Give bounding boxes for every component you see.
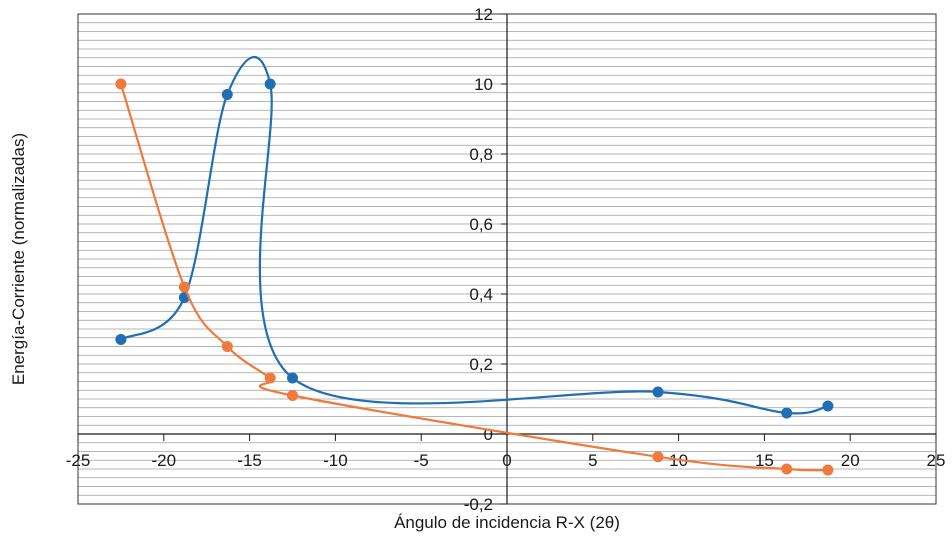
- series-1-point: [264, 78, 276, 90]
- series-1-point: [781, 407, 793, 419]
- y-tick-label: 0,6: [469, 215, 493, 234]
- series-2-line: [119, 83, 828, 472]
- series-2-point: [652, 451, 664, 463]
- x-tick-label: 5: [588, 451, 597, 470]
- series-1-point: [652, 386, 664, 398]
- y-tick-label: 0,4: [469, 285, 493, 304]
- y-axis-title: Energía-Corriente (normalizadas): [9, 133, 28, 385]
- series-2-point: [115, 78, 127, 90]
- series-1-point: [115, 334, 127, 345]
- x-tick-label: -10: [323, 451, 348, 470]
- x-tick-label: 20: [841, 451, 860, 470]
- x-tick-label: -15: [237, 451, 262, 470]
- x-tick-label: -20: [152, 451, 177, 470]
- series-2-point: [178, 281, 190, 293]
- series-layer: [115, 56, 834, 476]
- y-tick-label: 0: [484, 425, 493, 444]
- x-tick-label: -25: [66, 451, 91, 470]
- series-1-line: [120, 56, 829, 415]
- series-1-point: [221, 89, 233, 100]
- series-2-point: [221, 341, 233, 352]
- x-tick-label: 0: [502, 451, 511, 470]
- y-tick-label: 10: [474, 75, 493, 94]
- x-tick-label: -5: [414, 451, 429, 470]
- series-2-point: [264, 372, 276, 384]
- x-tick-label: 25: [927, 451, 946, 470]
- x-axis-title: Ángulo de incidencia R-X (2θ): [394, 513, 620, 532]
- series-2-point: [781, 463, 793, 475]
- series-2-point: [287, 390, 298, 401]
- y-tick-label: 0,2: [469, 355, 493, 374]
- x-tick-label: 15: [755, 451, 774, 470]
- y-tick-label: 0,8: [469, 145, 493, 164]
- series-1-point: [822, 400, 834, 412]
- series-2-point: [822, 464, 834, 476]
- y-tick-label: 12: [474, 5, 493, 24]
- series-1-point: [287, 372, 298, 384]
- ticks-layer: -25 -20 -15 -10 -5 0 5 10 15 20 2512100,80,60,40,2…: [66, 5, 946, 514]
- y-tick-label: -0,2: [464, 495, 493, 514]
